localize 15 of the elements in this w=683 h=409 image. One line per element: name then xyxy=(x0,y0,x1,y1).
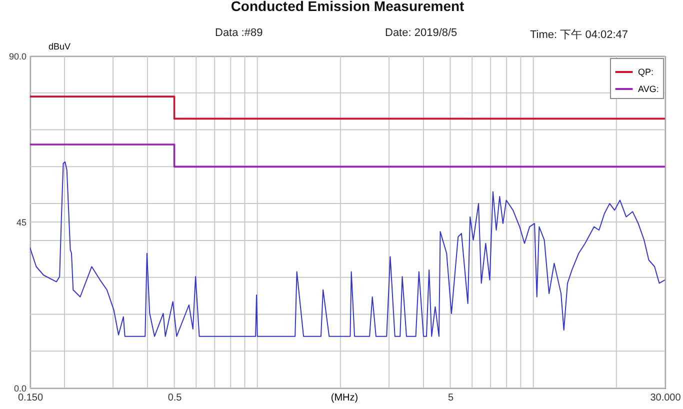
x-tick-label: 0.150 xyxy=(18,392,44,404)
x-tick-label: 0.5 xyxy=(168,392,182,404)
text: Date: 2019/8/5 xyxy=(385,27,458,39)
legend-label: AVG: xyxy=(638,84,659,94)
legend-label: QP: xyxy=(638,67,654,77)
x-tick-label: 5 xyxy=(448,392,454,404)
y-tick-label: 45 xyxy=(16,218,26,228)
chart-title: Conducted Emission Measurement xyxy=(230,0,465,14)
y-tick-label: 0.0 xyxy=(14,384,26,394)
text: Time: 下午 04:02:47 xyxy=(530,28,628,42)
x-tick-label: 30.000 xyxy=(650,392,682,404)
y-axis-title: dBuV xyxy=(48,42,71,52)
x-axis-title: (MHz) xyxy=(330,392,358,404)
text: Data :#89 xyxy=(215,27,263,39)
y-tick-label: 90.0 xyxy=(8,52,26,62)
